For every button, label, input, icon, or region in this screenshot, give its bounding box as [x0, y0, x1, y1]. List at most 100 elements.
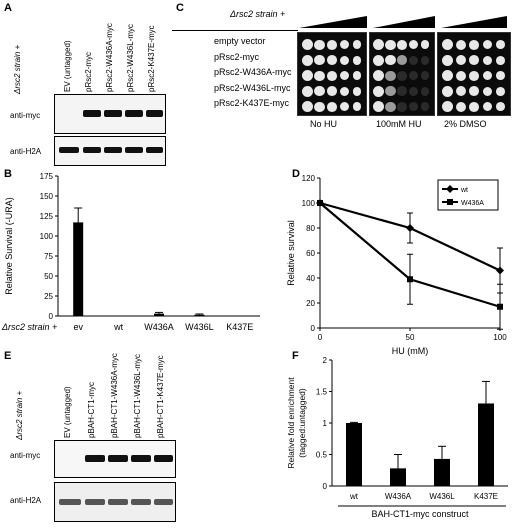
colony-spot — [314, 39, 325, 50]
lane-label: pBAH-CT1-myc — [87, 381, 96, 438]
colony-spot — [373, 54, 385, 66]
dilution-wedges — [299, 16, 507, 28]
bar — [434, 458, 450, 486]
western-blot-anti-myc-a — [54, 94, 166, 134]
bar — [113, 315, 124, 317]
blot-band — [108, 455, 128, 462]
colony-spot — [385, 86, 396, 97]
colony-spot — [339, 86, 349, 96]
lane-label: pRsc2-K437E-myc — [147, 25, 156, 92]
spot-row-label: empty vector — [214, 36, 266, 46]
colony-spot — [327, 55, 337, 66]
data-point — [497, 303, 503, 310]
blot-band — [154, 455, 173, 462]
y-tick-label: 100 — [302, 199, 316, 208]
lane-label: pBAH-CT1-K437E-myc — [156, 355, 165, 438]
spot-row-label: pRsc2-K437E-myc — [214, 98, 290, 108]
colony-spot — [469, 101, 479, 112]
dilution-wedge-icon — [373, 16, 435, 28]
colony-spot — [455, 86, 466, 97]
legend-marker — [446, 185, 454, 193]
bar — [346, 423, 362, 486]
strain-label-b: Δrsc2 strain + — [1, 322, 57, 332]
blot-band — [131, 499, 151, 505]
blot-band — [146, 147, 163, 153]
blot-label-anti-myc-e: anti-myc — [10, 451, 41, 460]
colony-spot — [409, 71, 419, 81]
lane-label: EV (untagged) — [63, 386, 72, 438]
colony-spot — [442, 54, 454, 66]
colony-spot — [496, 55, 505, 65]
colony-spot — [420, 102, 430, 112]
colony-spot — [469, 70, 479, 81]
y-tick-label: 1 — [323, 419, 328, 428]
blot-band — [85, 499, 105, 505]
spot-row-label: pRsc2-W436L-myc — [214, 82, 291, 93]
blot-band — [85, 455, 105, 462]
x-tick-label: W436L — [429, 492, 455, 501]
panel-letter-f: F — [292, 350, 299, 362]
blot-band — [59, 499, 81, 505]
x-tick-label: K437E — [474, 492, 498, 501]
colony-spot — [442, 39, 454, 51]
colony-spot — [482, 55, 492, 65]
y-tick-label: 40 — [306, 274, 315, 283]
y-tick-label: 2 — [323, 356, 328, 365]
legend-marker — [447, 199, 453, 205]
y-axis-label-units: (tagged:untagged) — [297, 388, 307, 458]
colony-spot — [420, 71, 430, 81]
y-tick-label: 80 — [306, 224, 315, 233]
bar — [154, 313, 164, 316]
lane-label: pRsc2-W436L-myc — [126, 23, 135, 92]
y-tick-label: 0 — [49, 312, 54, 321]
x-axis-label: BAH-CT1-myc construct — [371, 509, 469, 519]
colony-spot — [352, 55, 362, 65]
colony-spot — [409, 40, 419, 50]
blot-label-anti-h2a-e: anti-H2A — [10, 496, 42, 505]
colony-spot — [301, 54, 313, 66]
colony-spot — [442, 101, 454, 113]
colony-spot — [397, 55, 407, 66]
y-tick-label: 20 — [306, 299, 315, 308]
colony-spot — [482, 86, 492, 96]
lane-label: pBAH-CT1-W436A-myc — [110, 353, 119, 438]
x-tick-label: wt — [113, 322, 123, 332]
colony-spot — [301, 85, 313, 97]
strain-label-e: Δrsc2 strain + — [15, 390, 24, 440]
x-tick-label: W436A — [385, 492, 412, 501]
y-axis-label: Relative survival — [286, 220, 296, 286]
colony-spot — [327, 86, 337, 97]
blot-band — [59, 147, 79, 153]
bar-chart-f: 0 0.5 1 1.5 2 Relative fold enrichment (tagged… — [286, 356, 508, 519]
blot-band — [108, 499, 128, 505]
x-tick-label: K437E — [226, 322, 253, 332]
colony-spot — [397, 86, 407, 97]
western-blot-anti-h2a-e — [54, 482, 176, 522]
y-tick-label: 0 — [323, 482, 328, 491]
blot-band — [104, 147, 122, 153]
spot-plate-2-dmso — [437, 32, 511, 116]
y-tick-label: 25 — [44, 292, 53, 301]
bar — [478, 403, 494, 486]
colony-spot — [442, 70, 454, 82]
colony-spot — [482, 40, 492, 50]
colony-spot — [373, 85, 385, 97]
lane-label: EV (untagged) — [63, 40, 72, 92]
spot-plate-no-hu — [297, 32, 367, 116]
panel-letter-e: E — [4, 350, 12, 362]
colony-spot — [352, 71, 362, 81]
x-tick-label: 100 — [493, 333, 507, 342]
condition-label-no-hu: No HU — [310, 119, 338, 129]
x-tick-label: W436A — [144, 322, 174, 332]
y-tick-label: 0 — [311, 324, 316, 333]
y-tick-label: 1.5 — [316, 388, 328, 397]
colony-spot — [496, 86, 505, 96]
y-tick-label: 0.5 — [316, 451, 328, 460]
spot-row-label: pRsc2-myc — [214, 51, 260, 62]
bar — [390, 468, 406, 486]
colony-spot — [469, 39, 479, 50]
colony-spot — [496, 71, 505, 81]
colony-spot — [352, 86, 362, 96]
colony-spot — [420, 40, 430, 50]
colony-spot — [373, 39, 385, 51]
